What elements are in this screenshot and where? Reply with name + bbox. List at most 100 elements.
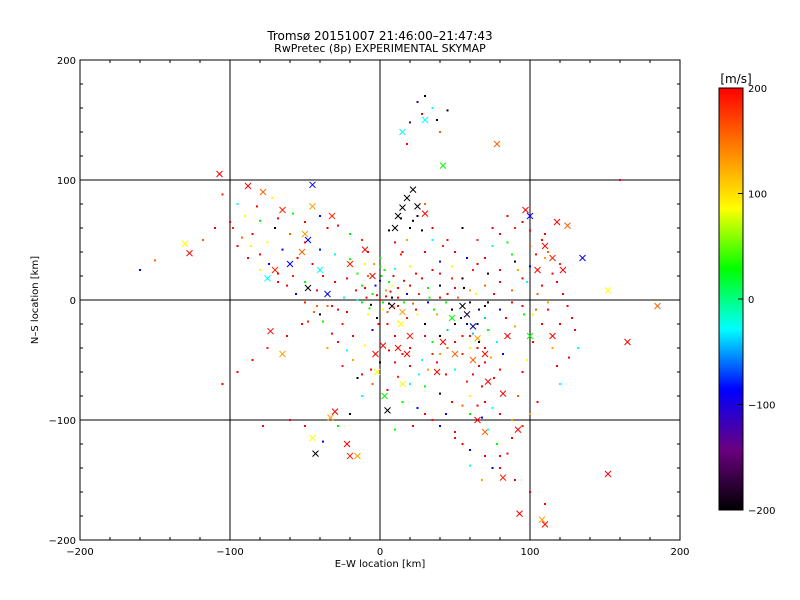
x-tick-label: 100: [520, 547, 539, 558]
data-point-dot: [487, 428, 489, 431]
data-point-dot: [271, 197, 273, 199]
data-point-dot: [247, 257, 249, 259]
data-point-dot: [427, 368, 429, 371]
data-point-dot: [424, 251, 426, 253]
data-point-dot: [481, 416, 483, 419]
data-point-dot: [304, 221, 306, 223]
data-point-dot: [529, 413, 531, 415]
data-point-dot: [266, 347, 269, 349]
data-point-dot: [499, 467, 501, 469]
data-point-dot: [388, 281, 390, 283]
colorbar-ticks: 200 100 0 −100 −200: [738, 84, 775, 517]
data-point-dot: [511, 253, 513, 256]
data-point-x: [379, 342, 387, 349]
data-point-dot: [446, 109, 449, 112]
data-point-dot: [274, 227, 276, 229]
data-point-dot: [619, 179, 621, 181]
data-point-dot: [319, 313, 321, 316]
data-point-dot: [535, 253, 537, 256]
data-point-dot: [439, 272, 441, 275]
data-point-dot: [529, 491, 531, 493]
data-point-x: [216, 170, 223, 178]
data-point-dot: [370, 303, 372, 306]
data-point-dot: [349, 258, 351, 261]
data-point-dot: [406, 317, 408, 319]
data-point-dot: [472, 332, 474, 335]
data-point-dot: [424, 95, 426, 97]
data-point-dot: [277, 272, 279, 275]
data-point-x: [433, 368, 441, 376]
data-point-dot: [304, 241, 306, 244]
colorbar-tick-label: −100: [748, 401, 775, 412]
data-point-dot: [439, 353, 441, 355]
data-point-dot: [491, 227, 494, 229]
data-points: [139, 95, 661, 528]
data-point-dot: [544, 257, 546, 259]
data-point-dot: [499, 413, 501, 415]
data-point-x: [499, 390, 507, 397]
data-point-dot: [424, 385, 426, 388]
data-point-dot: [521, 371, 524, 373]
data-point-dot: [541, 323, 543, 325]
data-point-dot: [484, 317, 486, 319]
data-point-dot: [334, 281, 336, 283]
data-point-dot: [346, 277, 348, 280]
data-point-dot: [392, 275, 395, 277]
data-point-dot: [439, 284, 441, 287]
data-point-dot: [439, 296, 441, 299]
data-point-x: [403, 350, 411, 358]
data-point-x: [372, 350, 379, 358]
data-point-dot: [286, 284, 288, 287]
data-point-dot: [361, 239, 363, 241]
data-point-dot: [295, 293, 297, 295]
data-point-dot: [394, 267, 396, 270]
colorbar-label: [m/s]: [720, 72, 751, 86]
data-point-dot: [476, 404, 479, 407]
data-point-dot: [236, 371, 239, 373]
data-point-dot: [400, 217, 402, 220]
data-point-dot: [386, 323, 389, 325]
data-point-dot: [559, 323, 561, 325]
data-point-dot: [490, 356, 492, 359]
data-point-dot: [244, 215, 246, 217]
data-point-dot: [139, 269, 141, 271]
data-point-dot: [376, 294, 378, 297]
data-point-dot: [461, 335, 464, 337]
data-point-dot: [431, 269, 434, 271]
data-point-dot: [322, 320, 324, 323]
data-point-dot: [559, 263, 561, 265]
data-point-dot: [433, 308, 435, 311]
data-point-dot: [401, 401, 404, 403]
data-point-dot: [478, 341, 480, 343]
data-point-x: [474, 335, 481, 342]
data-point-dot: [337, 425, 339, 427]
data-point-dot: [251, 359, 254, 361]
data-point-dot: [304, 281, 306, 283]
data-point-dot: [439, 425, 441, 427]
data-point-x: [541, 242, 549, 250]
data-point-dot: [499, 281, 501, 283]
data-point-dot: [431, 239, 434, 241]
data-point-dot: [385, 289, 387, 292]
data-point-dot: [322, 440, 324, 443]
data-point-dot: [469, 395, 471, 397]
data-point-dot: [403, 279, 405, 282]
data-point-x: [346, 260, 354, 268]
data-point-dot: [502, 353, 504, 355]
data-point-x: [373, 368, 381, 376]
data-point-x: [481, 350, 489, 358]
data-point-dot: [292, 275, 294, 277]
data-point-dot: [499, 308, 501, 311]
data-point-dot: [491, 245, 494, 247]
data-point-dot: [484, 347, 486, 349]
data-point-x: [279, 350, 286, 358]
data-point-dot: [409, 265, 411, 268]
data-point-dot: [268, 263, 270, 265]
data-point-dot: [556, 281, 558, 283]
data-point-dot: [454, 251, 456, 253]
data-point-dot: [559, 383, 561, 385]
data-point-x: [267, 327, 274, 335]
data-point-dot: [454, 437, 456, 439]
data-point-dot: [289, 419, 291, 421]
data-point-dot: [493, 377, 495, 379]
